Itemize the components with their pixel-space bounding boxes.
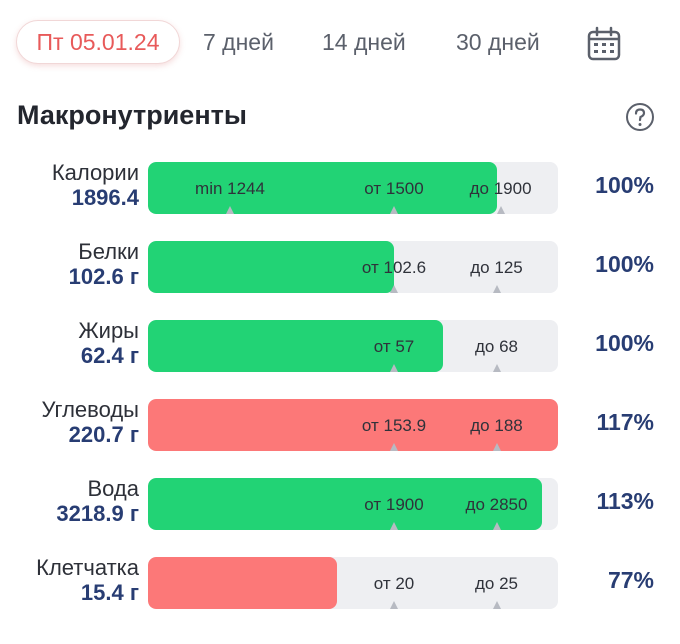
range-label: до 25 xyxy=(474,574,519,593)
macro-name: Белки xyxy=(78,239,139,264)
macro-label: Вода 3218.9 г xyxy=(56,476,139,526)
progress-bar: от 57 до 68 xyxy=(148,320,558,372)
range-label: от 1900 xyxy=(364,495,424,514)
macro-name: Жиры xyxy=(78,318,139,343)
macro-value: 220.7 г xyxy=(68,422,139,447)
macro-percent: 100% xyxy=(595,172,654,198)
period-tabs: Пт 05.01.24 7 дней 14 дней 30 дней xyxy=(16,20,664,66)
range-label: от 153.9 xyxy=(361,416,427,435)
macro-value: 102.6 г xyxy=(68,264,139,289)
range-marker xyxy=(492,443,501,451)
macro-row[interactable]: Жиры 62.4 г от 57 до 68 100% xyxy=(0,318,680,374)
range-label: до 2850 xyxy=(465,495,528,514)
range-marker xyxy=(390,601,398,609)
macro-label: Углеводы 220.7 г xyxy=(42,397,139,447)
progress-bar: от 1900 до 2850 xyxy=(148,478,558,530)
macro-name: Калории xyxy=(51,160,139,185)
macro-label: Жиры 62.4 г xyxy=(78,318,139,368)
range-marker xyxy=(390,522,398,530)
range-marker xyxy=(492,522,501,530)
macro-value: 1896.4 xyxy=(71,185,139,210)
help-icon[interactable] xyxy=(625,102,655,132)
progress-fill xyxy=(148,478,542,530)
macro-name: Углеводы xyxy=(41,397,139,422)
tab-7-days[interactable]: 7 дней xyxy=(203,28,274,55)
macro-value: 15.4 г xyxy=(80,580,139,605)
macro-percent: 117% xyxy=(596,409,654,435)
progress-fill xyxy=(148,399,558,451)
macro-percent: 113% xyxy=(596,488,654,514)
macro-value: 3218.9 г xyxy=(56,501,139,526)
macro-label: Белки 102.6 г xyxy=(69,239,139,289)
range-marker xyxy=(390,364,398,372)
range-label: от 1500 xyxy=(364,179,424,198)
progress-bar: от 102.6 до 125 xyxy=(148,241,558,293)
progress-bar: min 1244 от 1500 до 1900 xyxy=(148,162,558,214)
range-marker xyxy=(390,443,398,451)
macro-name: Клетчатка xyxy=(36,555,139,580)
range-marker xyxy=(390,285,398,293)
range-marker xyxy=(390,206,398,214)
progress-fill xyxy=(148,241,394,293)
range-marker xyxy=(496,206,505,214)
range-marker xyxy=(226,206,234,214)
range-label: от 102.6 xyxy=(361,258,427,277)
progress-fill xyxy=(148,162,497,214)
tab-14-days[interactable]: 14 дней xyxy=(322,28,406,55)
macro-row[interactable]: Углеводы 220.7 г от 153.9 до 188 117% xyxy=(0,397,680,453)
progress-bar: от 153.9 до 188 xyxy=(148,399,558,451)
macro-row[interactable]: Клетчатка 15.4 г от 20 до 25 77% xyxy=(0,555,680,611)
range-marker xyxy=(492,285,501,293)
range-label: до 68 xyxy=(474,337,519,356)
calendar-icon[interactable] xyxy=(586,26,622,62)
range-label: до 1900 xyxy=(469,179,532,198)
range-label: от 20 xyxy=(373,574,415,593)
macro-row[interactable]: Калории 1896.4 min 1244 от 1500 до 1900 100% xyxy=(0,160,680,216)
range-marker xyxy=(492,364,501,372)
range-marker xyxy=(492,601,501,609)
progress-bar: от 20 до 25 xyxy=(148,557,558,609)
macro-name: Вода xyxy=(87,476,140,501)
macro-value: 62.4 г xyxy=(80,343,139,368)
tab-30-days[interactable]: 30 дней xyxy=(456,28,540,55)
tab-current-date[interactable]: Пт 05.01.24 xyxy=(16,20,180,64)
progress-fill xyxy=(148,557,337,609)
macro-percent: 100% xyxy=(595,330,654,356)
range-label: от 57 xyxy=(373,337,415,356)
range-label: до 188 xyxy=(470,416,523,435)
range-label: min 1244 xyxy=(195,179,265,198)
progress-fill xyxy=(148,320,444,372)
macro-percent: 77% xyxy=(607,567,654,593)
macro-label: Клетчатка 15.4 г xyxy=(36,555,139,605)
macro-row[interactable]: Вода 3218.9 г от 1900 до 2850 113% xyxy=(0,476,680,532)
macro-row[interactable]: Белки 102.6 г от 102.6 до 125 100% xyxy=(0,239,680,295)
section-title: Макронутриенты xyxy=(17,100,247,130)
macro-label: Калории 1896.4 xyxy=(52,160,139,210)
range-label: до 125 xyxy=(470,258,523,277)
macro-percent: 100% xyxy=(595,251,654,277)
